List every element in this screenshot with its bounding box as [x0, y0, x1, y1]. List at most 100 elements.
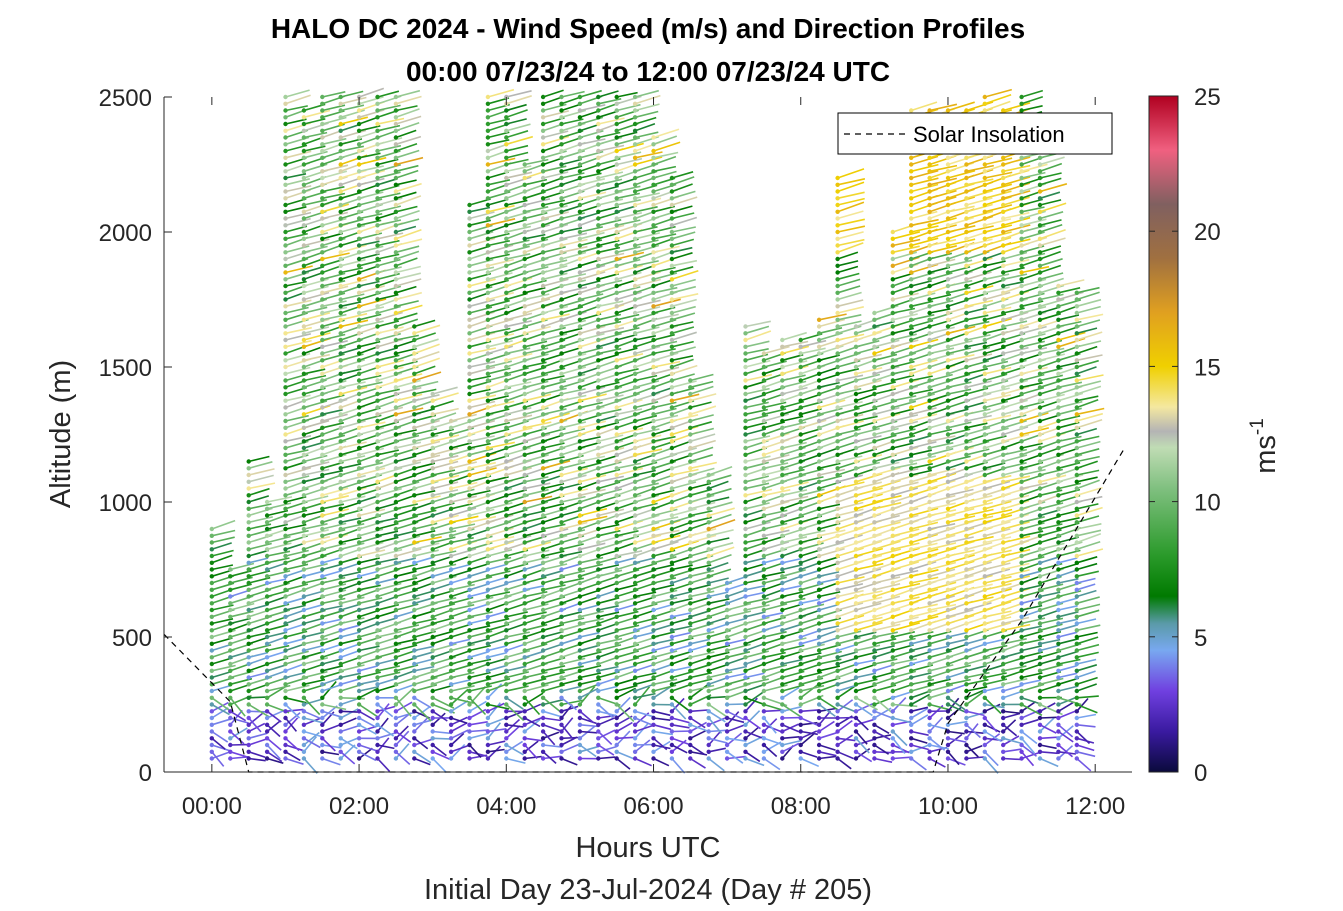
wind-barb-dot [356, 493, 362, 498]
wind-barb [469, 237, 496, 247]
wind-barb-dot [467, 560, 472, 565]
wind-barb [579, 507, 608, 517]
wind-barb [487, 645, 508, 652]
wind-barb [708, 537, 730, 544]
wind-barb-dot [283, 661, 288, 667]
wind-barb [322, 285, 349, 294]
wind-barb [745, 562, 767, 571]
wind-barb-dot [504, 641, 509, 646]
wind-barb-dot [448, 452, 454, 457]
wind-barb-dot [320, 337, 325, 343]
wind-barb-dot [743, 736, 748, 741]
wind-barb [395, 121, 420, 132]
wind-barb-dot [651, 668, 656, 673]
wind-barb-dot [338, 358, 343, 363]
wind-barb-dot [283, 297, 288, 302]
wind-barb-dot [448, 607, 454, 613]
wind-barb-dot [669, 364, 675, 370]
wind-barb [377, 205, 401, 213]
wind-barb-dot [651, 135, 656, 140]
wind-barb-dot [761, 425, 767, 430]
wind-barb-dot [632, 358, 638, 363]
wind-barb [653, 225, 676, 233]
wind-barb-dot [632, 209, 638, 214]
wind-barb-dot [596, 682, 601, 687]
wind-barb [524, 361, 547, 368]
wind-barb [377, 703, 394, 718]
wind-barb [303, 145, 326, 152]
wind-barb [266, 724, 281, 738]
wind-barb-dot [356, 317, 362, 322]
wind-barb [211, 701, 229, 713]
wind-barb-dot [559, 634, 564, 640]
wind-barb-dot [338, 148, 343, 154]
wind-barb-dot [651, 371, 656, 376]
wind-barb-dot [320, 506, 325, 511]
wind-barb-dot [485, 709, 491, 714]
wind-barb [285, 150, 312, 159]
wind-barb-dot [651, 256, 656, 262]
wind-barb [322, 313, 347, 321]
wind-barb-dot [283, 736, 288, 741]
wind-barb-dot [614, 675, 619, 680]
wind-barb-dot [651, 391, 656, 397]
wind-barb-dot [412, 324, 417, 329]
wind-barb [763, 522, 788, 530]
wind-barb [505, 740, 524, 753]
wind-barb-dot [706, 648, 711, 653]
wind-barb [561, 657, 586, 665]
wind-barb-dot [706, 587, 711, 592]
wind-barb [487, 360, 512, 368]
wind-barb [598, 534, 624, 544]
wind-barb [745, 408, 768, 416]
wind-barb-dot [485, 169, 491, 174]
wind-barb [542, 474, 564, 483]
wind-barb [616, 684, 638, 692]
wind-barb [322, 724, 340, 733]
wind-barb-dot [467, 634, 472, 640]
wind-barb-dot [283, 729, 288, 734]
wind-barb-dot [540, 243, 546, 248]
wind-barb [690, 631, 715, 638]
wind-barb-dot [485, 459, 491, 464]
wind-barb-dot [577, 506, 583, 511]
wind-barb-dot [283, 621, 288, 626]
wind-barb-dot [301, 648, 307, 653]
wind-barb-dot [632, 526, 638, 532]
wind-barb-dot [559, 364, 564, 370]
wind-barb-dot [393, 459, 399, 464]
wind-barb-dot [614, 634, 619, 640]
wind-barb-dot [375, 648, 380, 653]
wind-barb [487, 502, 513, 510]
wind-barb-dot [283, 398, 288, 403]
wind-barb [487, 179, 511, 186]
wind-barb-dot [338, 472, 343, 478]
wind-barb-dot [228, 648, 233, 653]
wind-barb-dot [522, 520, 527, 525]
wind-barb [340, 420, 366, 429]
wind-barb [542, 442, 565, 449]
wind-barb-dot [467, 452, 472, 457]
wind-barb [395, 164, 419, 173]
wind-barb [285, 118, 307, 125]
wind-barb-dot [283, 506, 288, 511]
wind-barb-dot [375, 344, 380, 349]
wind-barb [800, 717, 819, 727]
wind-barb [634, 448, 663, 456]
wind-barb [616, 347, 638, 355]
wind-barb-dot [669, 499, 675, 505]
wind-barb-dot [540, 162, 546, 167]
wind-barb [634, 631, 655, 638]
wind-barb-dot [651, 459, 656, 464]
wind-barb [322, 164, 349, 173]
wind-barb [340, 523, 365, 530]
wind-barb-dot [356, 742, 362, 748]
wind-barb-dot [375, 668, 380, 673]
wind-barb-dot [448, 715, 454, 721]
wind-barb-dot [246, 655, 251, 660]
wind-barb [303, 563, 328, 571]
wind-barb-dot [448, 479, 454, 484]
wind-barb-dot [743, 425, 748, 430]
wind-barb-dot [283, 412, 288, 417]
wind-barb [542, 584, 566, 591]
